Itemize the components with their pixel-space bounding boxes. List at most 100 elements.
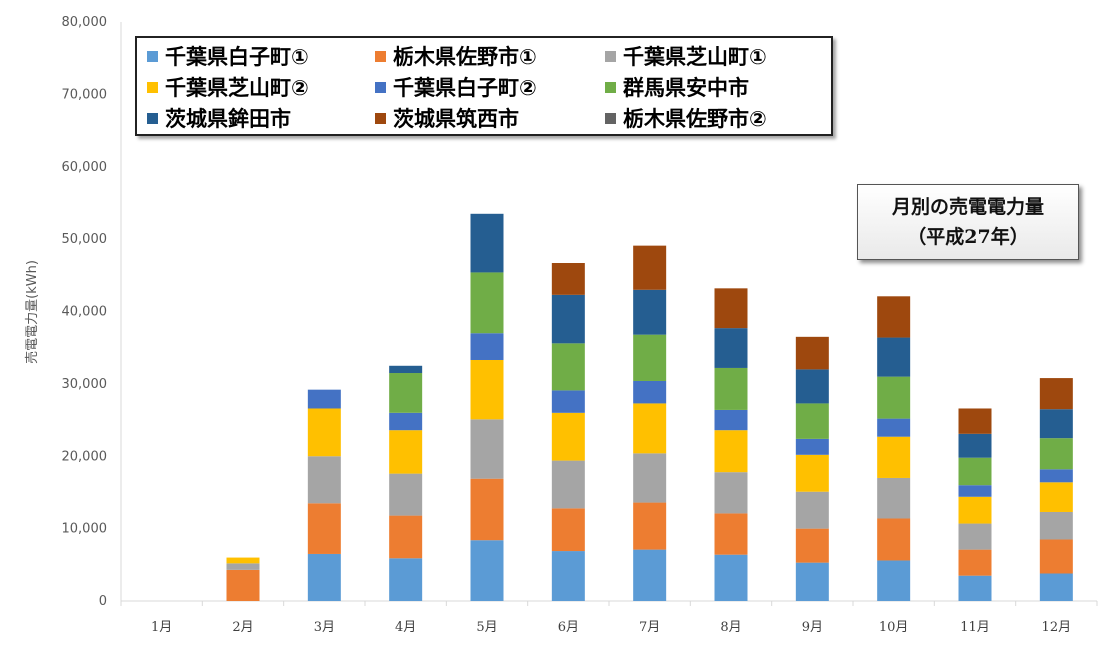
bar-segment	[795, 454, 829, 492]
bar-segment	[389, 365, 423, 374]
bar-segment	[795, 528, 829, 563]
bar-segment	[633, 380, 667, 404]
legend-label: 千葉県芝山町①	[623, 45, 767, 69]
bar-segment	[470, 478, 504, 541]
legend-label: 千葉県白子町②	[393, 76, 537, 100]
bar-segment	[795, 491, 829, 529]
bar-segment	[470, 419, 504, 479]
bars	[226, 213, 1073, 601]
bar-segment	[633, 453, 667, 503]
bar-segment	[1039, 469, 1073, 483]
bar-segment	[551, 294, 585, 344]
bar-segment	[958, 408, 992, 434]
bar-segment	[958, 549, 992, 576]
legend-swatch	[605, 112, 616, 124]
legend-item: 千葉県芝山町①	[605, 41, 767, 71]
bar-segment	[1039, 378, 1073, 410]
bar-segment	[389, 515, 423, 559]
bar-segment	[795, 403, 829, 439]
bar-segment	[307, 456, 341, 504]
bar-segment	[958, 457, 992, 486]
chart-title-box: 月別の売電電力量 （平成27年）	[857, 184, 1079, 260]
legend-item: 千葉県白子町①	[147, 41, 309, 71]
y-tick-label: 60,000	[62, 160, 108, 175]
x-tick-label: 8月	[720, 620, 741, 635]
y-tick-label: 70,000	[62, 87, 108, 102]
bar-segment	[633, 403, 667, 454]
legend: 千葉県白子町① 栃木県佐野市① 千葉県芝山町① 千葉県芝山町② 千葉県白子町② 群馬県安中…	[135, 36, 833, 136]
legend-item: 茨城県筑西市	[375, 103, 519, 133]
chart-title: 月別の売電電力量	[891, 196, 1044, 218]
bar-segment	[958, 433, 992, 458]
legend-item: 千葉県芝山町②	[147, 72, 309, 102]
legend-label: 栃木県佐野市①	[393, 45, 537, 69]
bar-segment	[1039, 438, 1073, 470]
legend-item: 千葉県白子町②	[375, 72, 537, 102]
bar-segment	[551, 412, 585, 461]
legend-label: 栃木県佐野市②	[623, 107, 767, 131]
bar-segment	[551, 508, 585, 552]
axes	[120, 22, 1098, 606]
y-axis-ticks: 0 10,000 20,000 30,000 40,000 50,000 60,000 70,…	[62, 15, 108, 609]
bar-segment	[877, 560, 911, 601]
chart-subtitle: （平成27年）	[907, 226, 1029, 248]
bar-segment	[633, 245, 667, 290]
bar-segment	[958, 496, 992, 524]
bar-segment	[714, 367, 748, 410]
bar-segment	[714, 554, 748, 601]
bar-segment	[389, 373, 423, 413]
bar-segment	[551, 343, 585, 391]
bar-segment	[470, 272, 504, 334]
bar-segment	[389, 412, 423, 431]
y-tick-label: 30,000	[62, 377, 108, 392]
bar-segment	[551, 460, 585, 509]
legend-swatch	[147, 50, 158, 62]
y-tick-label: 0	[99, 594, 107, 609]
legend-label: 千葉県白子町①	[165, 45, 309, 69]
bar-segment	[633, 289, 667, 335]
bar-segment	[714, 409, 748, 431]
legend-swatch	[147, 112, 158, 124]
bar-segment	[307, 503, 341, 554]
bar-segment	[389, 430, 423, 474]
bar-segment	[795, 336, 829, 370]
legend-swatch	[375, 112, 386, 124]
bar-segment	[633, 549, 667, 601]
bar-segment	[389, 473, 423, 516]
bar-segment	[1039, 539, 1073, 574]
bar-segment	[958, 575, 992, 601]
bar-segment	[226, 569, 260, 601]
x-tick-label: 2月	[232, 620, 253, 635]
legend-label: 茨城県鉾田市	[165, 107, 291, 131]
bar-segment	[877, 337, 911, 377]
x-tick-label: 4月	[395, 620, 416, 635]
legend-item: 栃木県佐野市①	[375, 41, 537, 71]
legend-item: 群馬県安中市	[605, 72, 749, 102]
x-tick-label: 10月	[879, 620, 909, 635]
y-tick-label: 10,000	[62, 522, 108, 537]
bar-segment	[226, 563, 260, 570]
legend-swatch	[375, 50, 386, 62]
bar-segment	[877, 376, 911, 419]
x-tick-label: 11月	[960, 620, 990, 635]
x-tick-label: 6月	[558, 620, 579, 635]
bar-segment	[307, 408, 341, 457]
bar-segment	[307, 553, 341, 601]
y-tick-label: 40,000	[62, 305, 108, 320]
bar-segment	[633, 502, 667, 550]
bar-segment	[795, 438, 829, 455]
x-tick-label: 12月	[1042, 620, 1072, 635]
legend-item: 茨城県鉾田市	[147, 103, 291, 133]
x-tick-label: 9月	[802, 620, 823, 635]
legend-swatch	[605, 81, 616, 93]
y-tick-label: 20,000	[62, 449, 108, 464]
bar-segment	[389, 558, 423, 601]
bar-segment	[877, 477, 911, 519]
bar-segment	[633, 334, 667, 381]
bar-segment	[1039, 482, 1073, 512]
x-tick-label: 7月	[639, 620, 660, 635]
x-tick-label: 5月	[476, 620, 497, 635]
bar-segment	[226, 557, 260, 564]
bar-segment	[958, 485, 992, 497]
